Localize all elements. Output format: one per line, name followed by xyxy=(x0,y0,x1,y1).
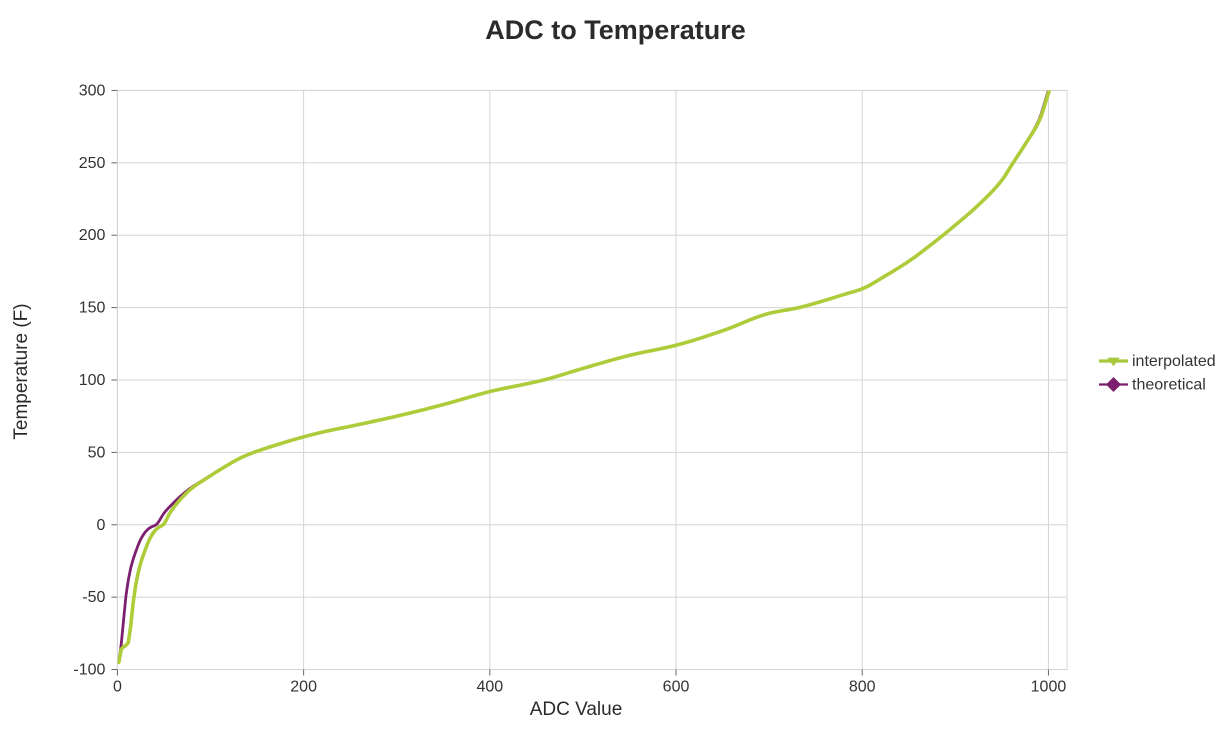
svg-text:600: 600 xyxy=(663,679,690,696)
svg-text:300: 300 xyxy=(79,82,106,99)
svg-text:200: 200 xyxy=(79,227,106,244)
svg-text:0: 0 xyxy=(113,679,122,696)
svg-text:-100: -100 xyxy=(73,662,105,679)
svg-text:theoretical: theoretical xyxy=(1132,377,1206,394)
svg-text:150: 150 xyxy=(79,300,106,317)
svg-text:-50: -50 xyxy=(82,589,105,606)
svg-text:1000: 1000 xyxy=(1031,679,1067,696)
svg-text:250: 250 xyxy=(79,155,106,172)
svg-text:100: 100 xyxy=(79,372,106,389)
svg-text:interpolated: interpolated xyxy=(1132,353,1216,370)
svg-text:800: 800 xyxy=(849,679,876,696)
svg-text:400: 400 xyxy=(476,679,503,696)
svg-text:200: 200 xyxy=(290,679,317,696)
svg-text:50: 50 xyxy=(88,444,106,461)
svg-text:0: 0 xyxy=(97,517,106,534)
